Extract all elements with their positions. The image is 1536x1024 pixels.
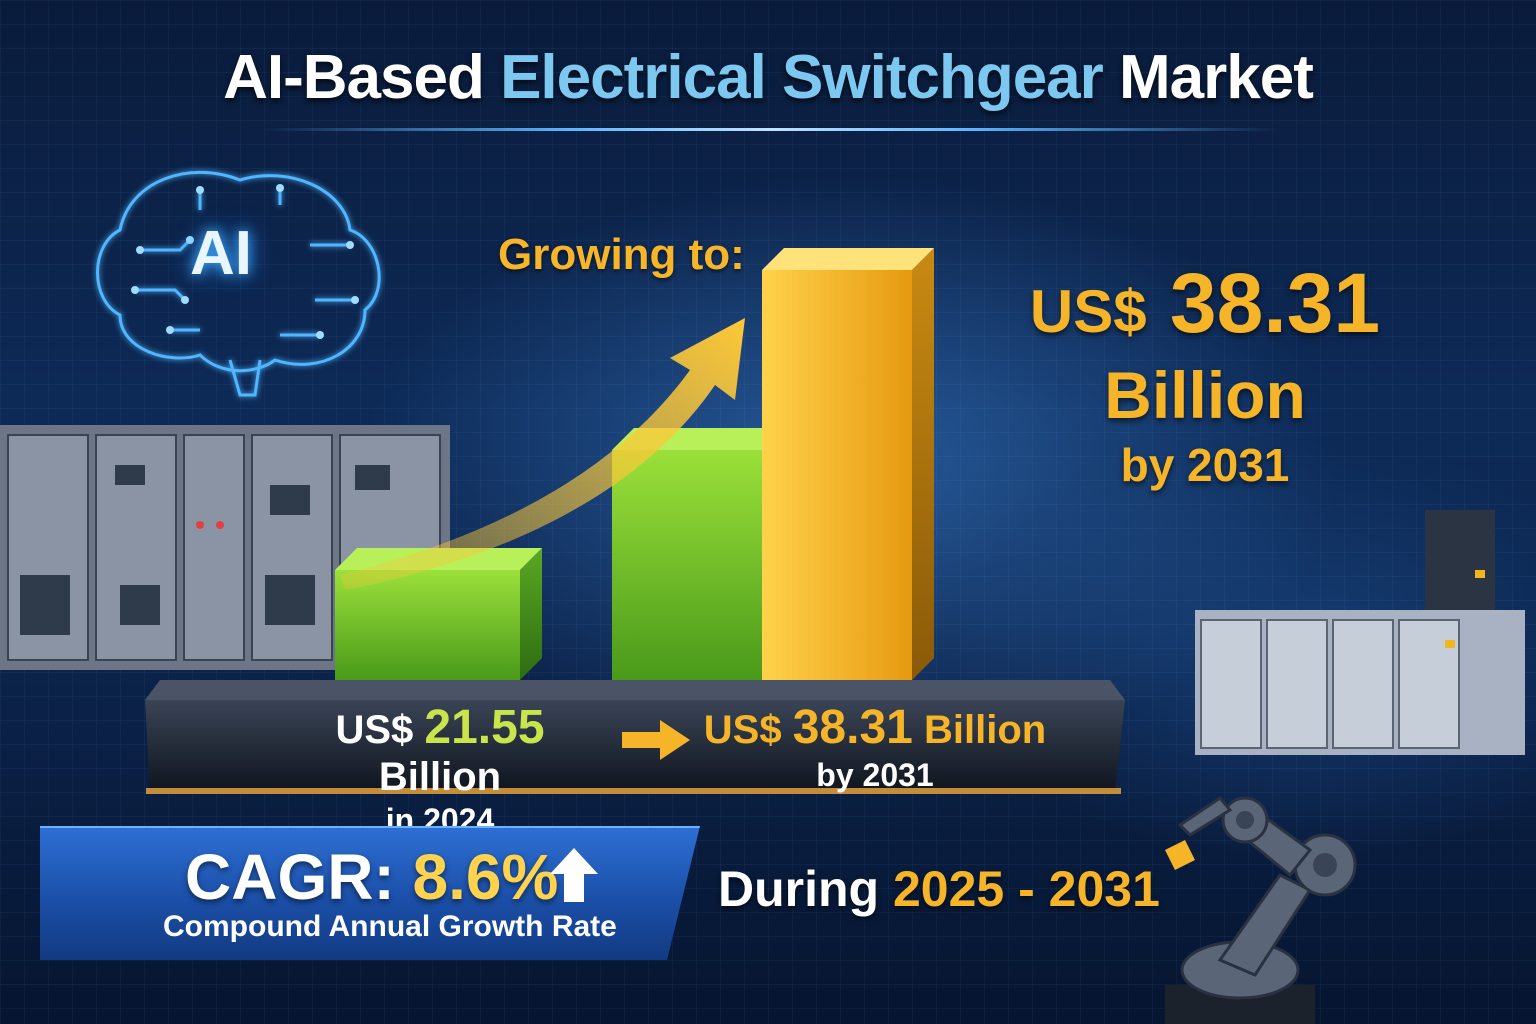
ai-brain-icon — [96, 170, 381, 397]
headline-unit: Billion — [1104, 358, 1306, 432]
bar-side-0 — [520, 548, 542, 680]
headline-value: US$ 38.31 Billion by 2031 — [1000, 255, 1410, 500]
platform-glow — [146, 788, 1121, 794]
page-title: AI-Based Electrical Switchgear Market — [0, 42, 1536, 113]
end-year: by 2031 — [816, 757, 934, 793]
trend-arrow — [340, 318, 745, 590]
start-currency: US$ — [335, 708, 425, 752]
end-currency: US$ — [703, 708, 793, 752]
platform-arrow-icon — [622, 720, 690, 760]
end-unit: Billion — [912, 708, 1047, 752]
headline-year: by 2031 — [1120, 439, 1290, 491]
end-value: US$ 38.31 Billion by 2031 — [700, 700, 1050, 794]
cagr-headline: CAGR: 8.6% — [185, 840, 558, 914]
cagr-label: CAGR: — [185, 841, 413, 913]
title-underline — [260, 128, 1280, 131]
cagr-description: Compound Annual Growth Rate — [163, 910, 617, 943]
start-value: US$ 21.55 Billion in 2024 — [270, 700, 610, 839]
start-unit: Billion — [378, 755, 502, 799]
bar-top-2 — [762, 248, 934, 270]
cagr-panel — [40, 826, 700, 960]
cagr-value: 8.6% — [412, 841, 559, 913]
title-part-2: Electrical Switchgear — [500, 43, 1104, 112]
growing-to-label: Growing to: — [498, 230, 745, 279]
bar-side-2 — [912, 248, 934, 680]
robot-arm-icon — [1165, 795, 1357, 1024]
headline-currency: US$ — [1029, 278, 1147, 345]
headline-amount: 38.31 — [1169, 256, 1381, 350]
arrow-up-icon — [550, 848, 598, 902]
switchgear-cabinets-right-icon — [1195, 510, 1525, 755]
end-amount: 38.31 — [792, 701, 913, 754]
period-prefix: During — [718, 861, 893, 917]
headline-amount-line: US$ 38.31 — [1000, 255, 1410, 360]
bar-2 — [762, 270, 912, 680]
platform-top — [145, 680, 1125, 700]
forecast-period: During 2025 - 2031 — [718, 860, 1160, 918]
title-part-1: AI-Based — [223, 43, 501, 112]
period-years: 2025 - 2031 — [892, 861, 1160, 917]
start-amount: 21.55 — [424, 701, 545, 754]
title-part-3: Market — [1102, 43, 1314, 112]
ai-label: AI — [190, 219, 252, 288]
bar-1 — [612, 450, 772, 680]
bar-0 — [335, 570, 520, 680]
